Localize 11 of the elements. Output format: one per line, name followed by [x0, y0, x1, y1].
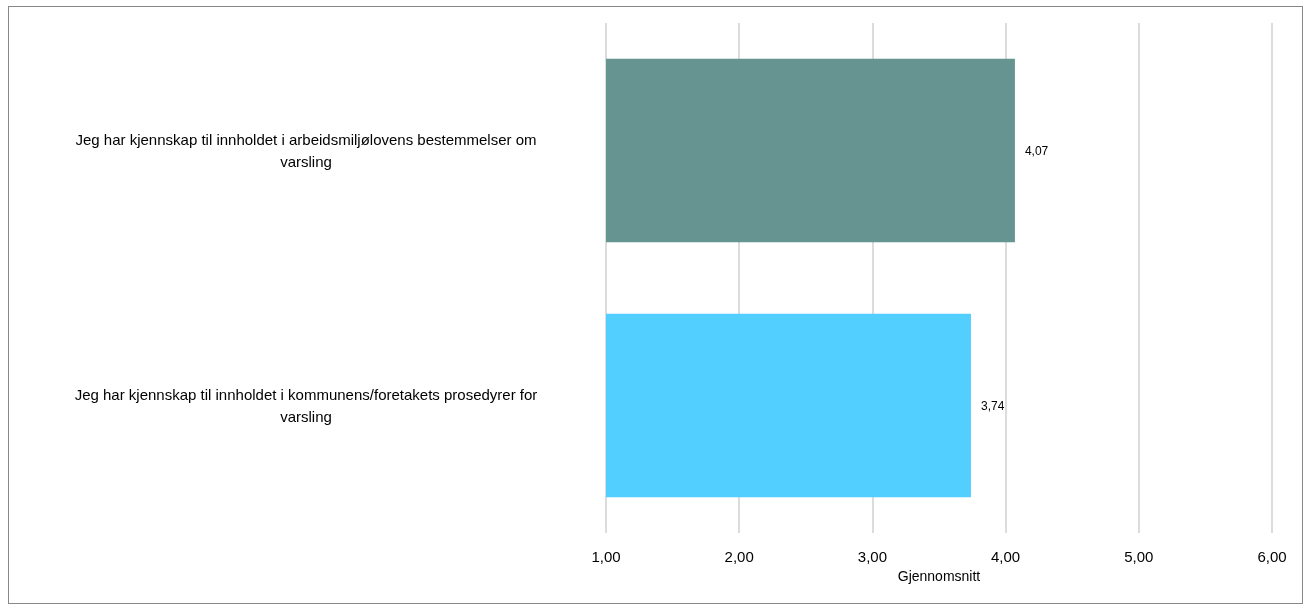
data-label: 4,07 [1024, 143, 1049, 158]
x-tick-label: 2,00 [724, 548, 754, 565]
y-tick-label: Jeg har kjennskap til innholdet i arbeidsmiljølovens bestemmelser om varsling [75, 131, 537, 170]
x-tick-label: 4,00 [991, 548, 1021, 565]
x-tick-label: 3,00 [857, 548, 887, 565]
x-tick-label: 5,00 [1124, 548, 1154, 565]
y-tick-label: Jeg har kjennskap til innholdet i kommunens/foretakets prosedyrer for varsling [74, 386, 538, 425]
x-tick-label: 6,00 [1257, 548, 1287, 565]
x-tick-label: 1,00 [591, 548, 621, 565]
data-label: 3,74 [980, 398, 1005, 413]
x-axis-title: Gjennomsnitt [897, 567, 981, 584]
